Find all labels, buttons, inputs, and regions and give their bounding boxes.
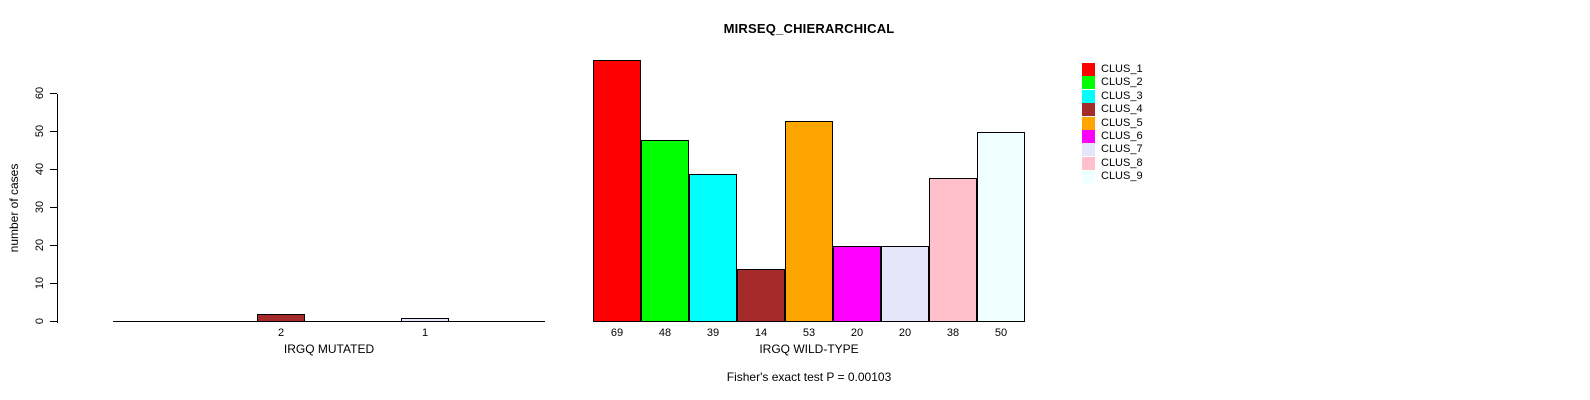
bar-clus_7 — [881, 246, 929, 322]
bar-clus_6 — [833, 246, 881, 322]
legend-swatch — [1082, 76, 1095, 90]
y-tick-label: 60 — [34, 86, 46, 100]
y-tick-label: 30 — [34, 200, 46, 214]
bar-value-label: 38 — [946, 327, 960, 339]
x-axis-line — [113, 321, 545, 322]
bar-value-label: 20 — [898, 327, 912, 339]
legend-item-clus_4: CLUS_4 — [1082, 103, 1143, 117]
legend-item-clus_7: CLUS_7 — [1082, 143, 1143, 157]
bar-clus_7 — [401, 318, 449, 322]
bar-value-label: 1 — [421, 327, 429, 339]
y-tick-label: 10 — [34, 276, 46, 290]
legend-swatch — [1082, 63, 1095, 76]
bar-clus_4 — [737, 268, 785, 322]
bar-clus_3 — [689, 173, 737, 322]
y-axis-title: number of cases — [7, 163, 21, 253]
legend-item-clus_5: CLUS_5 — [1082, 116, 1143, 130]
bar-value-label: 50 — [994, 327, 1008, 339]
legend-label: CLUS_8 — [1101, 156, 1143, 169]
legend-swatch — [1082, 170, 1095, 184]
bar-value-label: 48 — [658, 327, 672, 339]
y-tick — [50, 131, 57, 132]
legend-item-clus_3: CLUS_3 — [1082, 89, 1143, 103]
legend-label: CLUS_2 — [1101, 76, 1143, 89]
legend-swatch — [1082, 89, 1095, 103]
bar-value-label: 39 — [706, 327, 720, 339]
bar-clus_5 — [785, 120, 833, 322]
legend-label: CLUS_1 — [1101, 63, 1143, 75]
bar-clus_1 — [593, 59, 641, 322]
legend-swatch — [1082, 130, 1095, 143]
bar-clus_4 — [257, 314, 305, 322]
y-tick — [50, 245, 57, 246]
legend-label: CLUS_9 — [1101, 170, 1143, 183]
bar-value-label: 14 — [754, 327, 768, 339]
legend-item-clus_9: CLUS_9 — [1082, 170, 1143, 184]
legend-label: CLUS_3 — [1101, 89, 1143, 102]
y-tick-label: 40 — [34, 162, 46, 176]
x-axis-label-mutated: IRGQ MUTATED — [283, 342, 375, 356]
legend-swatch — [1082, 116, 1095, 130]
fisher-test-caption: Fisher's exact test P = 0.00103 — [726, 370, 892, 384]
legend-item-clus_6: CLUS_6 — [1082, 130, 1143, 143]
y-tick-label: 20 — [34, 238, 46, 252]
y-tick — [50, 169, 57, 170]
legend-item-clus_1: CLUS_1 — [1082, 63, 1143, 76]
bar-clus_2 — [641, 139, 689, 322]
bar-clus_9 — [977, 132, 1025, 322]
legend-label: CLUS_4 — [1101, 103, 1143, 116]
legend-label: CLUS_7 — [1101, 143, 1143, 156]
legend-item-clus_8: CLUS_8 — [1082, 156, 1143, 170]
legend-item-clus_2: CLUS_2 — [1082, 76, 1143, 90]
bar-value-label: 20 — [850, 327, 864, 339]
bar-value-label: 2 — [277, 327, 285, 339]
legend-swatch — [1082, 143, 1095, 157]
y-tick — [50, 93, 57, 94]
bar-clus_8 — [929, 177, 977, 322]
bar-value-label: 69 — [610, 327, 624, 339]
y-axis-line — [57, 94, 58, 323]
y-tick-label: 0 — [34, 317, 46, 325]
y-tick — [50, 321, 57, 322]
y-tick — [50, 207, 57, 208]
legend-label: CLUS_5 — [1101, 116, 1143, 129]
legend-swatch — [1082, 156, 1095, 170]
chart-title: MIRSEQ_CHIERARCHICAL — [723, 21, 895, 36]
legend-label: CLUS_6 — [1101, 130, 1143, 142]
y-tick-label: 50 — [34, 124, 46, 138]
x-axis-label-wildtype: IRGQ WILD-TYPE — [759, 342, 859, 356]
legend-swatch — [1082, 103, 1095, 117]
y-tick — [50, 283, 57, 284]
bar-value-label: 53 — [802, 327, 816, 339]
